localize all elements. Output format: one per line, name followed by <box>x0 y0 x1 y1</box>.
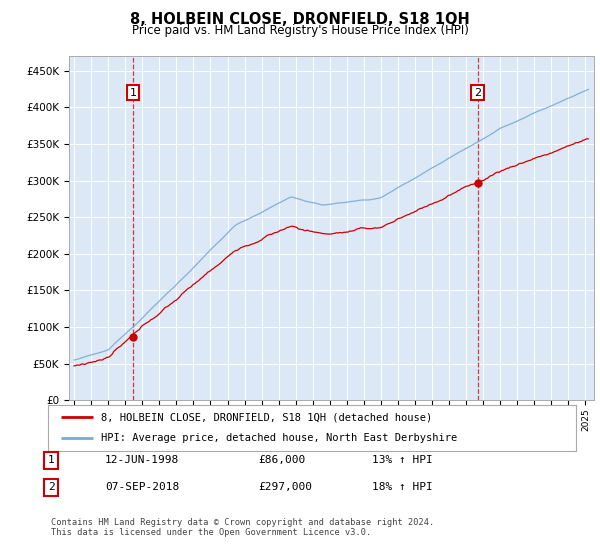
Text: 18% ↑ HPI: 18% ↑ HPI <box>372 482 433 492</box>
Text: 2: 2 <box>47 482 55 492</box>
Text: 1: 1 <box>130 87 136 97</box>
Text: 07-SEP-2018: 07-SEP-2018 <box>105 482 179 492</box>
Text: 8, HOLBEIN CLOSE, DRONFIELD, S18 1QH: 8, HOLBEIN CLOSE, DRONFIELD, S18 1QH <box>130 12 470 27</box>
Text: £86,000: £86,000 <box>258 455 305 465</box>
Text: 12-JUN-1998: 12-JUN-1998 <box>105 455 179 465</box>
Text: 8, HOLBEIN CLOSE, DRONFIELD, S18 1QH (detached house): 8, HOLBEIN CLOSE, DRONFIELD, S18 1QH (de… <box>101 412 432 422</box>
Text: 1: 1 <box>47 455 55 465</box>
Text: £297,000: £297,000 <box>258 482 312 492</box>
Text: Price paid vs. HM Land Registry's House Price Index (HPI): Price paid vs. HM Land Registry's House … <box>131 24 469 36</box>
Text: Contains HM Land Registry data © Crown copyright and database right 2024.
This d: Contains HM Land Registry data © Crown c… <box>51 518 434 538</box>
Text: HPI: Average price, detached house, North East Derbyshire: HPI: Average price, detached house, Nort… <box>101 433 457 444</box>
Text: 2: 2 <box>474 87 481 97</box>
Text: 13% ↑ HPI: 13% ↑ HPI <box>372 455 433 465</box>
